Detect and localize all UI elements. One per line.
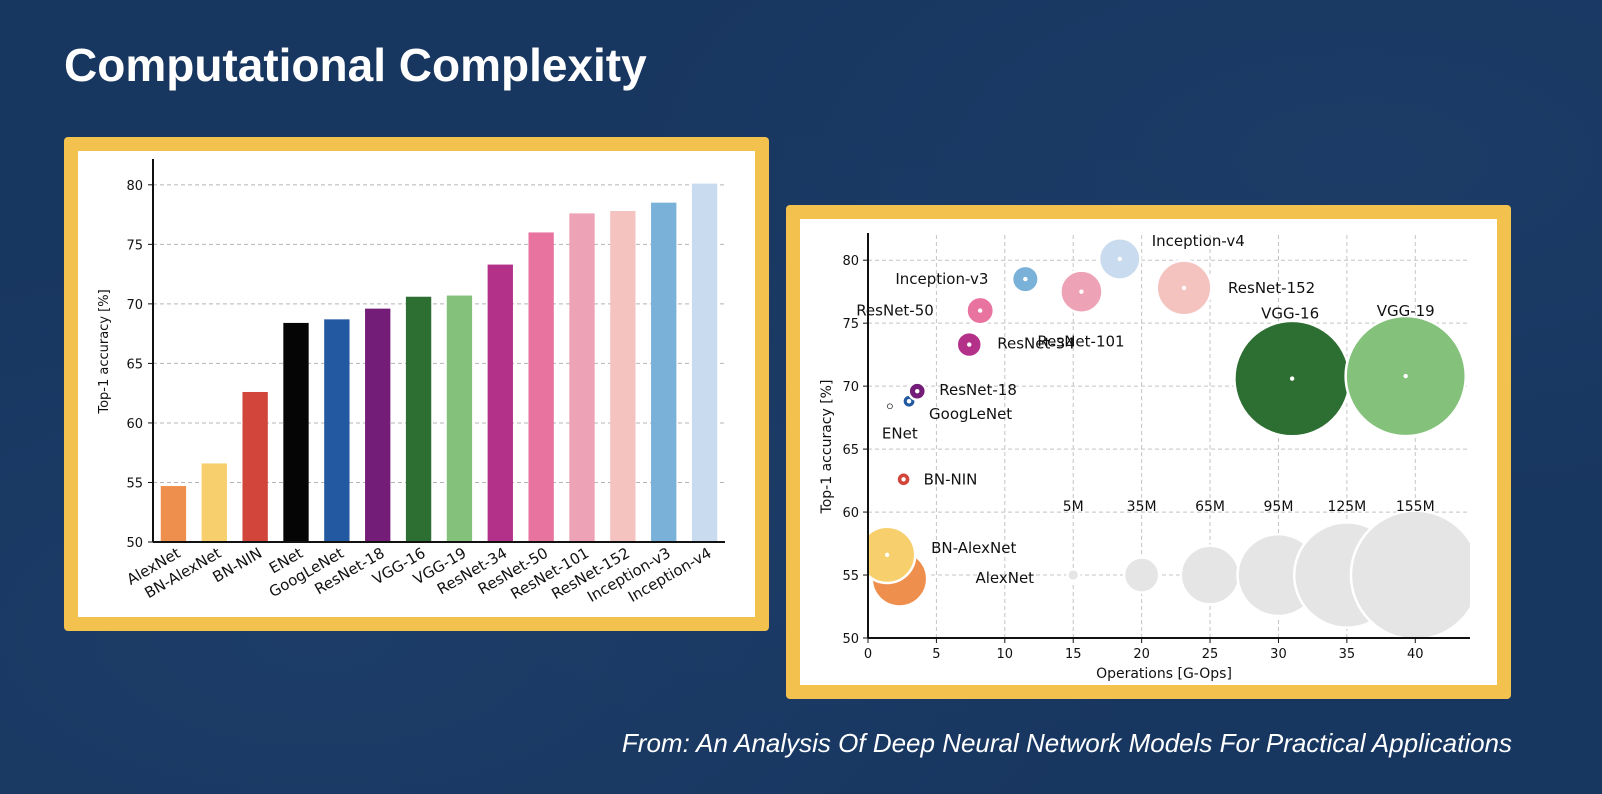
bar-y-tick-label: 60 bbox=[126, 417, 143, 432]
bubble-y-tick-label: 65 bbox=[842, 443, 859, 458]
bubble-x-tick-label: 35 bbox=[1339, 647, 1356, 662]
bubble-x-tick-label: 25 bbox=[1202, 647, 1219, 662]
size-legend-label: 125M bbox=[1327, 499, 1366, 515]
size-legend-bubble-155m bbox=[1349, 509, 1470, 638]
bar-alexnet bbox=[160, 486, 187, 542]
bubble-label-resnet-152: ResNet-152 bbox=[1228, 279, 1315, 297]
bar-resnet-34 bbox=[487, 264, 513, 542]
bubble-label-bn-alexnet: BN-AlexNet bbox=[931, 539, 1016, 557]
bar-chart-frame: 50 55 60 65 70 75 80 AlexNet BN-AlexNet BN-NIN ENe… bbox=[64, 137, 769, 631]
bar-y-tick-label: 55 bbox=[126, 476, 143, 491]
bubble-x-tick-label: 30 bbox=[1270, 647, 1287, 662]
accuracy-vs-operations-chart: 0 5 10 15 20 25 30 35 40 50 55 60 65 70 75 80 5M 35M 65M 95… bbox=[819, 232, 1470, 682]
bubble-label-resnet-50: ResNet-50 bbox=[856, 302, 934, 320]
size-legend-label: 155M bbox=[1396, 499, 1435, 515]
bubble-label-inception-v4: Inception-v4 bbox=[1152, 232, 1245, 250]
bubble-y-axis-label: Top-1 accuracy [%] bbox=[819, 380, 835, 515]
size-legend-label: 5M bbox=[1063, 499, 1084, 515]
bubble-center-bn-alexnet bbox=[884, 552, 890, 558]
bubble-label-enet: ENet bbox=[882, 424, 918, 442]
size-legend-bubble-65m bbox=[1179, 544, 1241, 606]
bubble-center-vgg-19 bbox=[1403, 373, 1408, 379]
bubble-label-resnet-34: ResNet-34 bbox=[997, 335, 1075, 353]
bubble-center-vgg-16 bbox=[1289, 376, 1295, 381]
bar-vgg-16 bbox=[405, 296, 432, 542]
bubble-x-tick-label: 0 bbox=[864, 647, 872, 662]
bar-resnet-152 bbox=[610, 211, 636, 542]
bubble-center-inception-v3 bbox=[1023, 276, 1028, 282]
source-caption: From: An Analysis Of Deep Neural Network… bbox=[621, 728, 1512, 758]
size-legend-label: 65M bbox=[1195, 499, 1225, 515]
bar-y-axis-label: Top-1 accuracy [%] bbox=[97, 289, 112, 414]
bubble-label-googlenet: GoogLeNet bbox=[929, 405, 1012, 423]
bubble-center-resnet-18 bbox=[915, 388, 920, 394]
bar-resnet-50 bbox=[528, 232, 554, 542]
bubble-label-vgg-19: VGG-19 bbox=[1377, 302, 1435, 320]
bubble-x-tick-label: 15 bbox=[1065, 647, 1082, 662]
bubble-chart-frame: 0 5 10 15 20 25 30 35 40 50 55 60 65 70 75 80 5M 35M 65M 95… bbox=[786, 205, 1511, 699]
bubble-center-resnet-50 bbox=[977, 308, 983, 313]
bar-chart-panel: 50 55 60 65 70 75 80 AlexNet BN-AlexNet BN-NIN ENe… bbox=[78, 151, 755, 617]
bubble-center-resnet-101 bbox=[1079, 289, 1084, 294]
bubble-x-tick-label: 20 bbox=[1133, 647, 1150, 662]
bubble-x-axis-label: Operations [G-Ops] bbox=[1096, 666, 1232, 682]
bubble-center-googlenet bbox=[906, 399, 912, 404]
bubble-y-tick-label: 70 bbox=[842, 380, 859, 395]
bar-inception-v3 bbox=[651, 202, 677, 542]
bubble-label-bn-nin: BN-NIN bbox=[924, 470, 978, 488]
bar-y-tick-label: 80 bbox=[126, 179, 143, 194]
bubble-chart-panel: 0 5 10 15 20 25 30 35 40 50 55 60 65 70 75 80 5M 35M 65M 95… bbox=[800, 219, 1497, 685]
bubble-label-vgg-16: VGG-16 bbox=[1261, 305, 1319, 323]
bar-bn-nin bbox=[242, 391, 268, 542]
bubble-center-bn-nin bbox=[901, 477, 906, 482]
bar-resnet-18 bbox=[365, 308, 391, 542]
bar-vgg-19 bbox=[446, 295, 473, 542]
size-legend-bubble-35m bbox=[1122, 556, 1161, 594]
bubble-center-enet bbox=[887, 404, 893, 409]
bubble-y-tick-label: 55 bbox=[842, 569, 859, 584]
size-legend-label: 95M bbox=[1264, 499, 1294, 515]
bar-googlenet bbox=[324, 319, 350, 542]
bar-y-tick-label: 50 bbox=[126, 536, 143, 551]
bubble-center-resnet-34 bbox=[967, 342, 972, 347]
bubble-y-tick-label: 60 bbox=[842, 506, 859, 521]
bar-resnet-101 bbox=[569, 213, 595, 542]
slide-title: Computational Complexity bbox=[64, 39, 647, 91]
bubble-center-inception-v4 bbox=[1117, 256, 1122, 262]
bar-bn-alexnet bbox=[201, 463, 227, 542]
bubble-y-tick-label: 50 bbox=[842, 632, 859, 647]
bubble-bn-alexnet bbox=[868, 525, 917, 585]
size-legend-label: 35M bbox=[1127, 499, 1157, 515]
bar-enet bbox=[283, 322, 309, 542]
bar-y-tick-label: 75 bbox=[126, 238, 143, 253]
bubble-label-inception-v3: Inception-v3 bbox=[895, 270, 988, 288]
bubble-y-tick-label: 80 bbox=[842, 254, 859, 269]
size-legend-bubble-5m bbox=[1066, 567, 1081, 583]
bubble-x-tick-label: 40 bbox=[1407, 647, 1424, 662]
bar-inception-v4 bbox=[691, 183, 718, 542]
bubble-label-resnet-101: ResNet-101 bbox=[1037, 333, 1124, 351]
bubble-label-resnet-18: ResNet-18 bbox=[939, 381, 1017, 399]
bubble-y-tick-label: 75 bbox=[842, 317, 859, 332]
bar-y-tick-label: 65 bbox=[126, 357, 143, 372]
bubble-center-resnet-152 bbox=[1181, 285, 1187, 291]
bar-y-tick-label: 70 bbox=[126, 298, 143, 313]
bubble-x-tick-label: 10 bbox=[997, 647, 1014, 662]
bubble-x-tick-label: 5 bbox=[932, 647, 940, 662]
bubble-label-alexnet: AlexNet bbox=[975, 569, 1034, 587]
